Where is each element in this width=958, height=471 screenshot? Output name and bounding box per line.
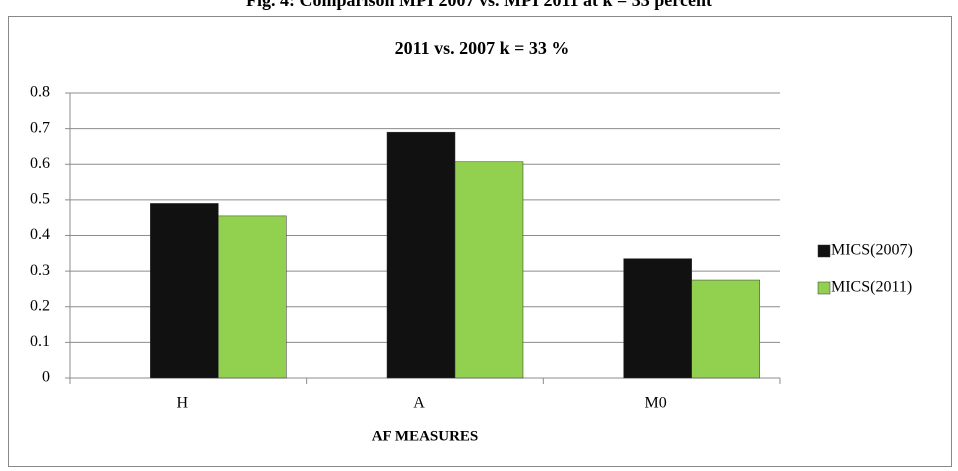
- bar: [454, 161, 524, 379]
- y-tick-label: 0.7: [30, 119, 50, 136]
- chart-title: 2011 vs. 2007 k = 33 %: [395, 38, 570, 58]
- bar: [623, 258, 692, 379]
- y-tick-label: 0.8: [30, 84, 50, 101]
- bar: [150, 203, 219, 379]
- legend-label: MICS(2011): [831, 279, 912, 296]
- bar: [218, 215, 287, 379]
- x-axis-label: AF MEASURES: [372, 428, 479, 444]
- legend-swatch: [817, 281, 831, 295]
- x-tick-label: M0: [645, 395, 667, 412]
- figure-caption: Fig. 4: Comparison MPI 2007 vs. MPI 2011…: [246, 0, 712, 10]
- legend-label: MICS(2007): [831, 242, 913, 259]
- y-tick-label: 0: [42, 369, 50, 386]
- y-tick-label: 0.4: [30, 226, 50, 243]
- y-tick-label: 0.6: [30, 155, 50, 172]
- bar: [386, 131, 456, 379]
- bar: [691, 279, 760, 379]
- legend-swatch: [817, 244, 831, 258]
- y-tick-label: 0.1: [30, 333, 50, 350]
- y-tick-label: 0.3: [30, 262, 50, 279]
- x-tick-label: A: [413, 395, 425, 412]
- y-tick-label: 0.5: [30, 191, 50, 208]
- y-tick-label: 0.2: [30, 297, 50, 314]
- x-tick-label: H: [177, 395, 189, 412]
